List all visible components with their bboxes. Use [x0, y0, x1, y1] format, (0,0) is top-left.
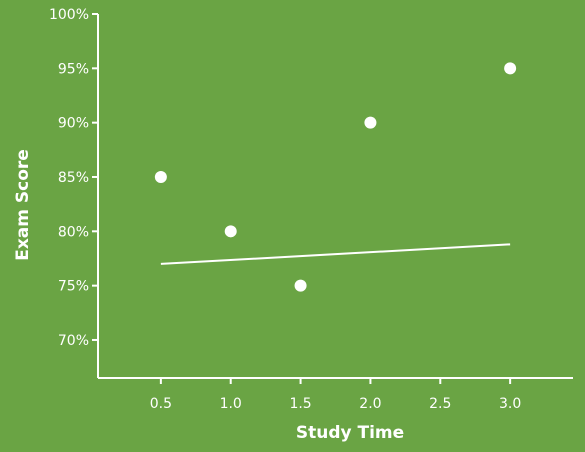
y-tick-label: 85% — [58, 170, 89, 186]
x-tick-label: 2.5 — [429, 396, 451, 412]
trend-line — [160, 243, 511, 265]
y-tick-label: 80% — [58, 224, 89, 240]
x-axis-title: Study Time — [296, 423, 404, 443]
data-point — [294, 279, 307, 292]
x-tick-label: 2.0 — [359, 396, 381, 412]
data-point — [504, 62, 517, 75]
y-tick-label: 70% — [58, 333, 89, 349]
y-tick-label: 75% — [58, 279, 89, 295]
y-axis-title: Exam Score — [13, 149, 33, 261]
trend-line-group — [160, 243, 511, 265]
y-tick-label: 90% — [58, 116, 89, 132]
data-point — [154, 170, 167, 183]
x-tick-label: 0.5 — [150, 396, 172, 412]
x-tick-label: 1.0 — [220, 396, 242, 412]
data-point — [364, 116, 377, 129]
x-tick-label: 1.5 — [289, 396, 311, 412]
y-tick-label: 95% — [58, 61, 89, 77]
y-axis: 70% 75% 80% 85% 90% 95% 100% — [49, 7, 99, 378]
x-tick-label: 3.0 — [499, 396, 521, 412]
x-axis: 0.5 1.0 1.5 2.0 2.5 3.0 — [98, 377, 573, 412]
data-points — [154, 62, 517, 292]
y-tick-label: 100% — [49, 7, 89, 23]
data-point — [224, 225, 237, 238]
